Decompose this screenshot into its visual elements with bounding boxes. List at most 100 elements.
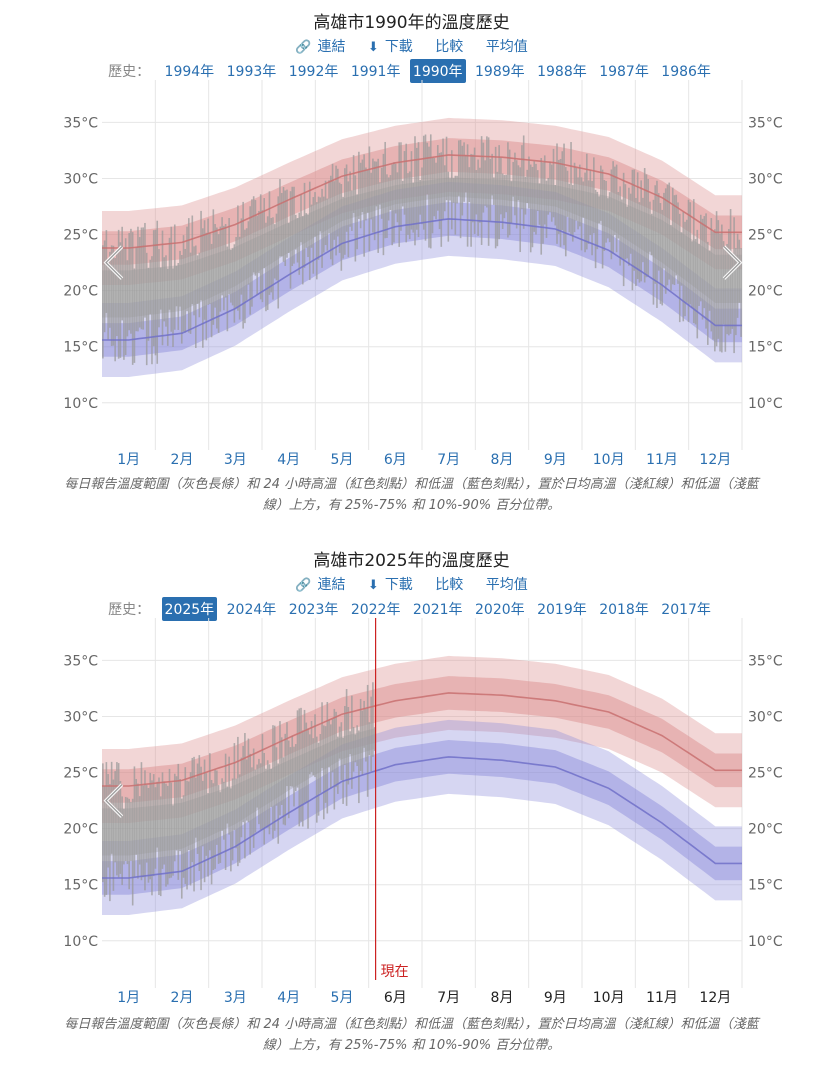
observed-range-bar: [242, 745, 244, 823]
observed-range-bar: [189, 252, 192, 334]
observed-range-bar: [107, 774, 109, 868]
observed-range-bar: [273, 224, 276, 279]
observed-range-bar: [180, 798, 183, 899]
history-year[interactable]: 1988年: [537, 64, 587, 80]
observed-range-bar: [714, 229, 716, 352]
history-year[interactable]: 2023年: [288, 602, 339, 618]
observed-range-bar: [696, 229, 699, 339]
observed-range-bar: [740, 248, 742, 337]
observed-range-bar: [559, 158, 562, 247]
history-year-selector: 歷史： 1994年 1993年 1992年 1991年 1990年 1989年 …: [0, 59, 823, 83]
history-year[interactable]: 1992年: [288, 64, 339, 80]
link-button[interactable]: 🔗 連結: [295, 574, 345, 594]
history-year[interactable]: 1991年: [350, 64, 401, 80]
observed-range-bar: [379, 182, 381, 205]
history-year[interactable]: 2022年: [350, 602, 401, 618]
observed-range-bar: [286, 722, 288, 787]
observed-range-bar: [531, 166, 534, 248]
observed-range-bar: [298, 212, 301, 275]
observed-range-bar: [666, 184, 669, 286]
observed-range-bar: [422, 135, 425, 230]
observed-range-bar: [508, 149, 511, 236]
observed-range-bar: [258, 758, 260, 825]
observed-range-bar: [433, 157, 436, 217]
observed-range-bar: [344, 706, 346, 766]
link-button[interactable]: 🔗 連結: [295, 36, 345, 56]
history-year-selected[interactable]: 2025年: [161, 597, 218, 621]
observed-range-bar: [165, 783, 167, 887]
observed-range-bar: [515, 160, 518, 229]
observed-range-bar: [619, 186, 621, 266]
observed-range-bar: [247, 221, 250, 285]
observed-range-bar: [156, 220, 159, 364]
observed-range-bar: [256, 215, 258, 295]
history-year[interactable]: 1994年: [164, 64, 215, 80]
average-link[interactable]: 平均值: [485, 577, 528, 593]
chart-title: 高雄市2025年的溫度歷史: [313, 551, 510, 571]
observed-range-bar: [300, 707, 302, 822]
history-year-selected[interactable]: 1990年: [409, 59, 466, 83]
x-tick-label: 10月: [593, 990, 625, 1006]
history-year[interactable]: 2018年: [599, 602, 649, 618]
observed-range-bar: [580, 177, 583, 251]
observed-range-bar: [112, 779, 115, 891]
observed-range-bar: [345, 164, 348, 232]
observed-range-bar: [193, 756, 195, 892]
history-year[interactable]: 2020年: [475, 602, 525, 618]
observed-range-bar: [656, 180, 658, 308]
observed-range-bar: [365, 167, 367, 221]
download-button[interactable]: ⬇ 下載: [368, 574, 413, 594]
history-year[interactable]: 2017年: [661, 602, 711, 618]
observed-range-bar: [161, 772, 164, 869]
observed-range-bar: [664, 188, 667, 294]
observed-range-bar: [123, 808, 125, 865]
observed-range-bar: [186, 226, 188, 312]
compare-link[interactable]: 比較: [435, 39, 464, 55]
observed-range-bar: [689, 202, 692, 305]
observed-range-bar: [291, 735, 294, 787]
history-year[interactable]: 1989年: [475, 64, 525, 80]
observed-range-bar: [301, 730, 304, 827]
observed-range-bar: [166, 785, 169, 885]
observed-range-bar: [487, 137, 490, 246]
download-button[interactable]: ⬇ 下載: [368, 36, 413, 56]
observed-range-bar: [691, 241, 693, 308]
observed-range-bar: [570, 142, 572, 236]
observed-range-bar: [401, 180, 404, 207]
observed-range-bar: [228, 756, 230, 835]
observed-range-bar: [361, 159, 364, 212]
observed-range-bar: [452, 178, 455, 203]
history-year[interactable]: 1987年: [599, 64, 649, 80]
chevron-left-icon[interactable]: [103, 245, 124, 280]
observed-range-bar: [687, 199, 690, 322]
observed-range-bar: [484, 160, 486, 206]
observed-range-bar: [703, 216, 706, 309]
observed-range-bar: [389, 175, 392, 211]
observed-range-bar: [279, 179, 281, 257]
chevron-right-icon[interactable]: [722, 245, 743, 280]
compare-link[interactable]: 比較: [435, 577, 464, 593]
history-year[interactable]: 2024年: [226, 602, 277, 618]
observed-range-bar: [102, 763, 104, 883]
x-tick-label: 9月: [544, 452, 567, 468]
observed-range-bar: [145, 252, 148, 366]
y-tick-label-right: 25°C: [748, 766, 783, 782]
observed-range-bar: [547, 177, 550, 215]
observed-range-bar: [182, 795, 185, 878]
observed-range-bar: [710, 218, 713, 332]
history-year[interactable]: 2019年: [537, 602, 587, 618]
average-link[interactable]: 平均值: [485, 39, 528, 55]
observed-range-bar: [328, 719, 330, 768]
chevron-left-icon[interactable]: [103, 783, 124, 818]
history-year[interactable]: 2021年: [412, 602, 463, 618]
observed-range-bar: [175, 776, 178, 851]
history-year[interactable]: 1993年: [226, 64, 277, 80]
x-tick-label: 8月: [491, 990, 514, 1006]
observed-range-bar: [377, 158, 379, 253]
observed-range-bar: [312, 738, 315, 776]
history-year[interactable]: 1986年: [661, 64, 711, 80]
observed-range-bar: [231, 778, 234, 861]
observed-range-bar: [268, 191, 271, 295]
observed-range-bar: [735, 247, 737, 336]
chevron-left-outline: [105, 784, 123, 818]
